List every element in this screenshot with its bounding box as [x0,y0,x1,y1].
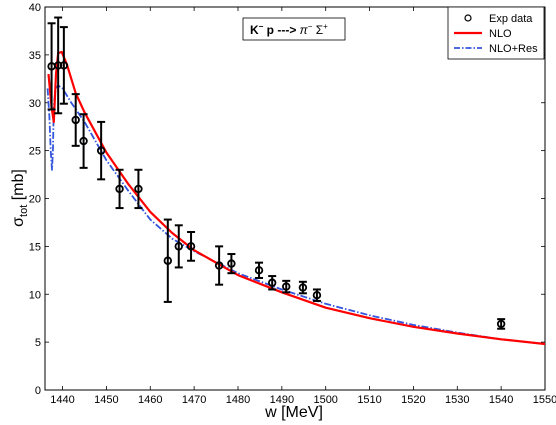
x-tick-label: 1490 [270,394,294,406]
y-tick-label: 30 [29,98,41,110]
x-tick-label: 1460 [138,394,162,406]
data-point [214,261,224,270]
y-axis-label: σtot [mb] [10,169,30,227]
legend: Exp data NLO NLO+Res [447,6,545,60]
y-tick-label: 40 [29,2,41,14]
data-point [282,282,291,291]
x-tick-label: 1550 [533,394,556,406]
x-tick-label: 1500 [313,394,337,406]
data-point [59,61,69,70]
x-tick-label: 1520 [401,394,425,406]
data-point [174,242,183,251]
plot-frame [44,6,546,391]
y-tick-label: 0 [35,385,41,397]
y-tick-label: 5 [35,337,41,349]
y-tick-label: 35 [29,50,41,62]
x-tick-label: 1540 [489,394,513,406]
x-tick-label: 1510 [357,394,381,406]
data-point [134,184,143,194]
data-point [115,184,124,194]
data-point [163,256,173,265]
series-line-nlo-res [46,84,545,345]
legend-label-nlo-res: NLO+Res [489,43,538,55]
x-tick-label: 1470 [182,394,206,406]
x-tick-label: 1480 [226,394,250,406]
legend-marker-exp-data [464,14,472,22]
legend-label-exp-data: Exp data [489,13,533,25]
x-axis-label: w [MeV] [264,404,323,421]
y-tick-label: 25 [29,146,41,158]
data-point [254,266,264,275]
data-point [96,146,106,155]
data-point [227,259,236,268]
data-point [79,136,88,146]
plot-area: 1440 1450 1460 1470 1480 1490 1500 1510 1520 1530… [29,2,556,406]
data-point [312,291,322,300]
x-tick-label: 1450 [94,394,118,406]
y-tick-label: 10 [29,289,41,301]
reaction-annotation-box [242,17,346,41]
data-point [496,319,506,329]
data-point [298,283,308,292]
y-tick-label: 20 [29,194,41,206]
y-tick-label: 15 [29,241,41,253]
reaction-annotation: K− p ---> π− Σ+ [242,17,346,41]
x-tick-label: 1530 [445,394,469,406]
data-point [267,278,277,287]
data-point [186,242,196,251]
reaction-annotation-text: K− p ---> π− Σ+ [250,22,328,37]
data-point [71,115,80,125]
legend-label-nlo: NLO [489,28,512,40]
x-tick-label: 1440 [50,394,74,406]
